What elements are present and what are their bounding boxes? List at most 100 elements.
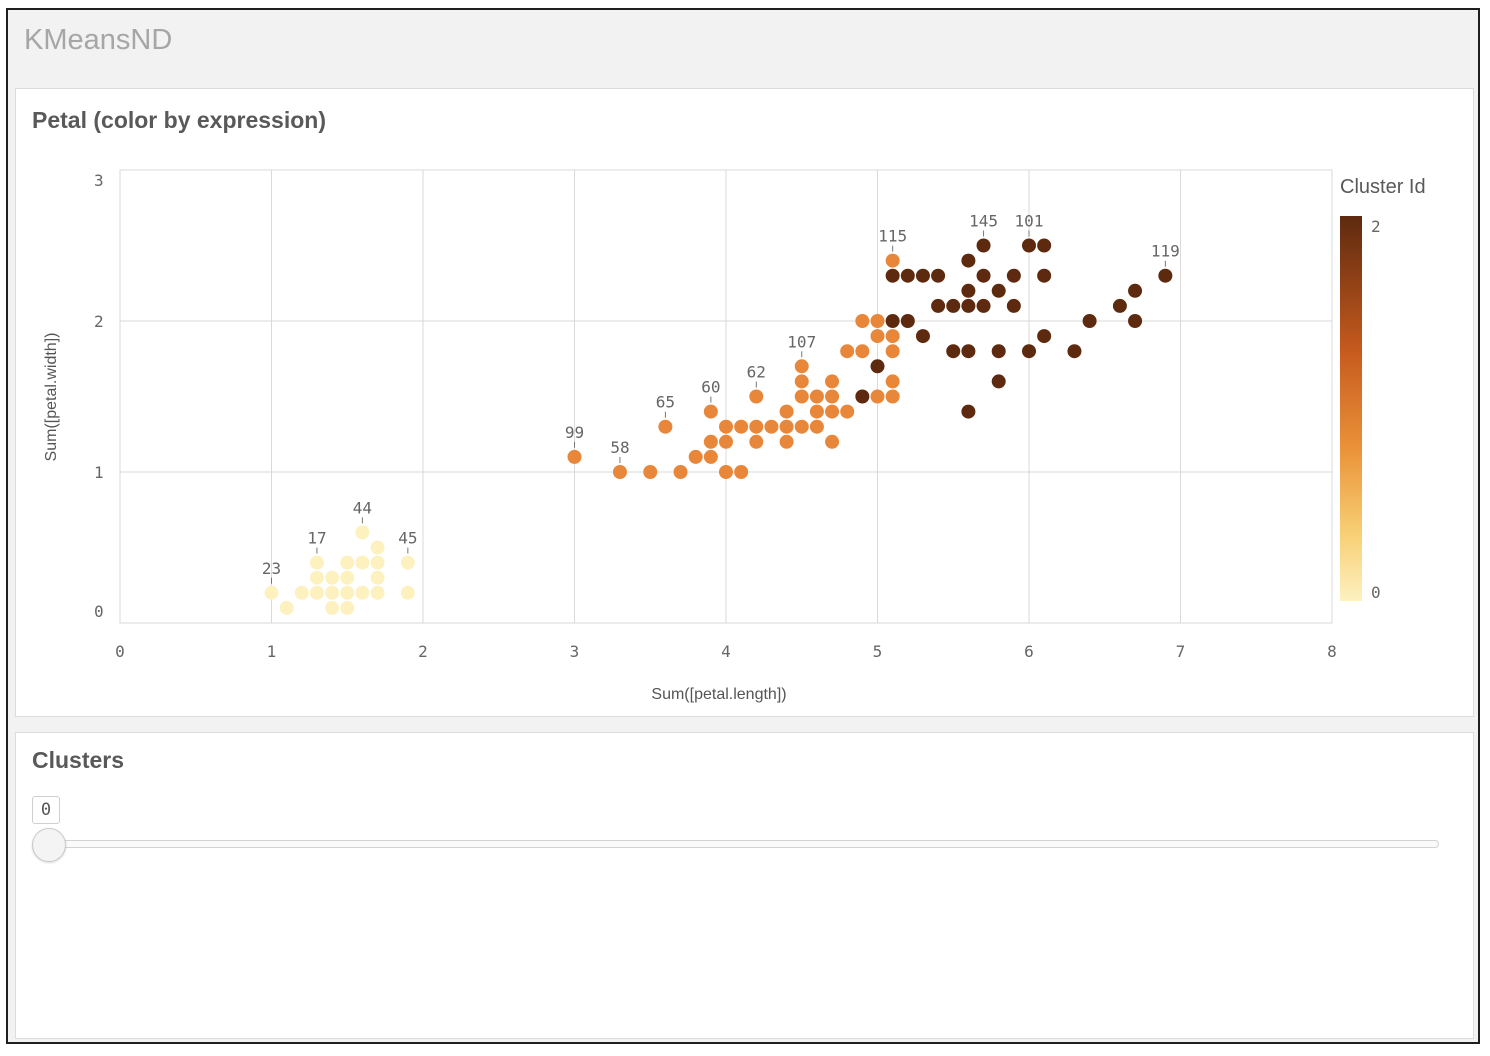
- data-point[interactable]: [794, 419, 809, 434]
- data-point[interactable]: [340, 555, 355, 570]
- data-point[interactable]: [885, 389, 900, 404]
- data-point[interactable]: [976, 298, 991, 313]
- data-point[interactable]: [658, 419, 673, 434]
- data-point[interactable]: [355, 555, 370, 570]
- data-point[interactable]: [779, 404, 794, 419]
- data-point[interactable]: [946, 344, 961, 359]
- data-point[interactable]: [794, 389, 809, 404]
- data-point[interactable]: [309, 555, 324, 570]
- data-point[interactable]: [370, 540, 385, 555]
- data-point[interactable]: [719, 419, 733, 434]
- data-point[interactable]: [567, 449, 582, 464]
- data-point[interactable]: [915, 329, 930, 344]
- data-point[interactable]: [961, 298, 976, 313]
- data-point[interactable]: [749, 434, 764, 449]
- data-point[interactable]: [764, 419, 779, 434]
- data-point[interactable]: [961, 344, 976, 359]
- data-point[interactable]: [325, 570, 340, 585]
- data-point[interactable]: [946, 298, 961, 313]
- data-point[interactable]: [794, 359, 809, 374]
- data-point[interactable]: [976, 238, 991, 253]
- data-point[interactable]: [794, 374, 809, 389]
- clusters-slider-thumb[interactable]: [32, 828, 66, 862]
- data-point[interactable]: [931, 268, 946, 283]
- data-point[interactable]: [1006, 298, 1021, 313]
- data-point[interactable]: [961, 404, 976, 419]
- data-point[interactable]: [340, 585, 355, 600]
- data-point[interactable]: [961, 283, 976, 298]
- data-point[interactable]: [400, 555, 415, 570]
- data-point[interactable]: [870, 359, 885, 374]
- data-point[interactable]: [855, 344, 870, 359]
- data-point[interactable]: [1006, 268, 1021, 283]
- data-point[interactable]: [400, 585, 415, 600]
- data-point[interactable]: [885, 329, 900, 344]
- data-point[interactable]: [1067, 344, 1082, 359]
- data-point[interactable]: [840, 404, 855, 419]
- data-point[interactable]: [1022, 344, 1036, 359]
- data-point[interactable]: [703, 449, 718, 464]
- data-point[interactable]: [688, 449, 703, 464]
- data-point[interactable]: [340, 600, 355, 615]
- data-point[interactable]: [1128, 314, 1143, 328]
- data-point[interactable]: [855, 389, 870, 404]
- data-point[interactable]: [779, 419, 794, 434]
- data-point[interactable]: [355, 585, 370, 600]
- data-point[interactable]: [885, 344, 900, 359]
- data-point[interactable]: [264, 585, 279, 600]
- data-point[interactable]: [915, 268, 930, 283]
- data-point[interactable]: [1037, 238, 1052, 253]
- data-point[interactable]: [734, 465, 749, 479]
- data-point[interactable]: [703, 434, 718, 449]
- data-point[interactable]: [825, 374, 840, 389]
- data-point[interactable]: [855, 314, 870, 328]
- data-point[interactable]: [870, 389, 885, 404]
- data-point[interactable]: [1037, 268, 1052, 283]
- data-point[interactable]: [370, 570, 385, 585]
- data-point[interactable]: [885, 314, 900, 328]
- data-point[interactable]: [612, 465, 627, 479]
- data-point[interactable]: [279, 600, 294, 615]
- data-point[interactable]: [870, 329, 885, 344]
- data-point[interactable]: [900, 268, 915, 283]
- data-point[interactable]: [309, 570, 324, 585]
- data-point[interactable]: [931, 298, 946, 313]
- data-point[interactable]: [870, 314, 885, 328]
- data-point[interactable]: [1112, 298, 1127, 313]
- data-point[interactable]: [885, 374, 900, 389]
- data-point[interactable]: [1128, 283, 1143, 298]
- data-point[interactable]: [340, 570, 355, 585]
- data-point[interactable]: [1037, 329, 1052, 344]
- data-point[interactable]: [703, 404, 718, 419]
- data-point[interactable]: [961, 253, 976, 268]
- data-point[interactable]: [991, 374, 1006, 389]
- data-point[interactable]: [294, 585, 309, 600]
- data-point[interactable]: [840, 344, 855, 359]
- data-point[interactable]: [370, 585, 385, 600]
- data-point[interactable]: [809, 404, 824, 419]
- data-point[interactable]: [1022, 238, 1036, 253]
- data-point[interactable]: [825, 404, 840, 419]
- data-point[interactable]: [825, 434, 840, 449]
- data-point[interactable]: [734, 419, 749, 434]
- data-point[interactable]: [900, 314, 915, 328]
- data-point[interactable]: [309, 585, 324, 600]
- data-point[interactable]: [809, 419, 824, 434]
- data-point[interactable]: [825, 389, 840, 404]
- data-point[interactable]: [325, 585, 340, 600]
- data-point[interactable]: [976, 268, 991, 283]
- data-point[interactable]: [325, 600, 340, 615]
- data-point[interactable]: [719, 465, 733, 479]
- data-point[interactable]: [991, 344, 1006, 359]
- data-point[interactable]: [779, 434, 794, 449]
- data-point[interactable]: [1082, 314, 1097, 328]
- data-point[interactable]: [809, 389, 824, 404]
- data-point[interactable]: [1158, 268, 1173, 283]
- data-point[interactable]: [749, 389, 764, 404]
- data-point[interactable]: [719, 434, 733, 449]
- data-point[interactable]: [370, 555, 385, 570]
- data-point[interactable]: [885, 253, 900, 268]
- clusters-slider-track[interactable]: [46, 840, 1439, 848]
- data-point[interactable]: [643, 465, 658, 479]
